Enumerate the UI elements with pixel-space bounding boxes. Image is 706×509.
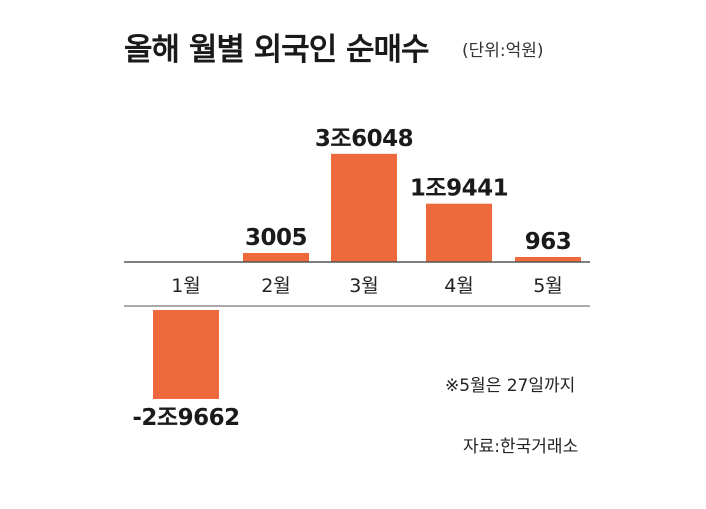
bar-2 — [243, 252, 309, 262]
category-label-1: 1월 — [171, 275, 201, 297]
value-labels-group: -2조9662 3005 3조6048 1조9441 963 — [132, 126, 571, 431]
category-label-5: 5월 — [533, 275, 563, 297]
category-label-4: 4월 — [444, 275, 474, 297]
category-labels-group: 1월 2월 3월 4월 5월 — [171, 275, 563, 297]
bar-4 — [426, 203, 492, 262]
bar-5 — [515, 257, 581, 262]
category-label-2: 2월 — [261, 275, 291, 297]
source-label: 자료:한국거래소 — [463, 437, 579, 457]
value-label-3: 3조6048 — [315, 126, 413, 152]
bar-3 — [331, 153, 397, 262]
bar-1 — [153, 310, 219, 399]
value-label-4: 1조9441 — [410, 176, 508, 202]
unit-label: (단위:억원) — [462, 41, 544, 61]
value-label-5: 963 — [525, 229, 572, 255]
value-label-2: 3005 — [245, 225, 307, 251]
chart-title: 올해 월별 외국인 순매수 — [124, 32, 430, 68]
value-label-1: -2조9662 — [132, 405, 239, 431]
category-label-3: 3월 — [349, 275, 379, 297]
footnote: ※5월은 27일까지 — [445, 376, 576, 396]
bars-group — [153, 153, 581, 399]
